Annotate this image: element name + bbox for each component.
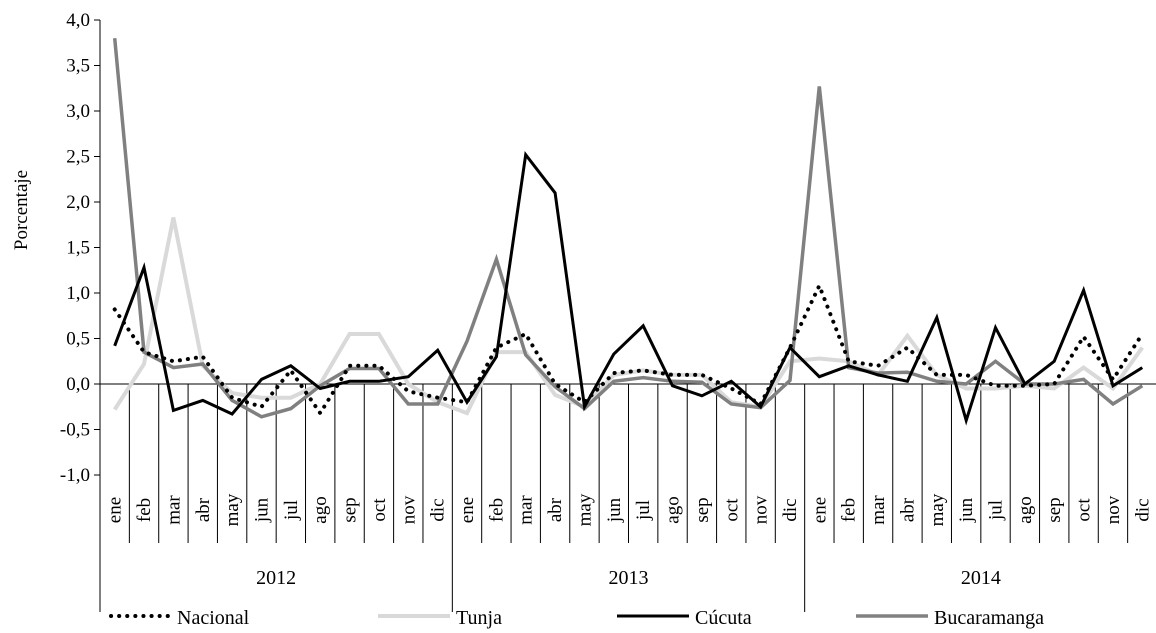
x-tick-label: may	[222, 493, 243, 526]
x-tick-label: nov	[398, 495, 419, 524]
x-tick-label: ago	[1015, 496, 1036, 523]
x-tick-label: ene	[105, 497, 126, 523]
x-tick-label: may	[574, 493, 595, 526]
x-tick-label: feb	[134, 498, 155, 522]
x-tick-label: ene	[809, 497, 830, 523]
x-tick-label: abr	[897, 497, 918, 522]
legend-label: Nacional	[177, 607, 250, 629]
y-tick-label: 0,5	[66, 329, 90, 350]
year-label: 2013	[609, 567, 649, 589]
legend-label: Tunja	[456, 607, 502, 629]
series-line-bucaramanga	[112, 38, 1144, 419]
year-label: 2014	[961, 567, 1001, 589]
y-axis-label: Porcentaje	[11, 170, 32, 250]
x-tick-label: sep	[340, 497, 361, 522]
x-tick-label: jun	[251, 497, 272, 523]
x-tick-label: dic	[780, 498, 801, 521]
legend-label: Cúcuta	[695, 607, 752, 629]
x-tick-label: dic	[428, 498, 449, 521]
y-tick-label: 2,5	[66, 147, 90, 168]
year-label: 2012	[256, 567, 296, 589]
x-tick-label: jul	[281, 500, 302, 521]
y-tick-label: 4,0	[66, 10, 90, 31]
x-tick-label: oct	[369, 498, 390, 522]
x-tick-label: jun	[604, 497, 625, 523]
x-tick-label: mar	[516, 495, 537, 525]
x-tick-label: dic	[1132, 498, 1153, 521]
y-tick-label: 2,0	[66, 192, 90, 213]
x-tick-label: sep	[1044, 497, 1065, 522]
series-line-cucuta	[113, 150, 1144, 426]
y-tick-label: 3,5	[66, 56, 90, 77]
x-tick-label: oct	[1074, 498, 1095, 522]
x-tick-label: feb	[486, 498, 507, 522]
x-tick-label: jul	[986, 500, 1007, 521]
x-tick-label: mar	[868, 495, 889, 525]
y-tick-label: -0,5	[60, 420, 90, 441]
x-tick-label: ene	[457, 497, 478, 523]
y-axis: -1,0 -0,5 0,0 0,5 1,0 1,5 2,0 2,5 3,0 3,5 4,0	[60, 10, 101, 486]
x-tick-label: oct	[721, 498, 742, 522]
y-tick-label: -1,0	[60, 465, 90, 486]
y-tick-label: 1,5	[66, 238, 90, 259]
x-tick-label: sep	[692, 497, 713, 522]
series-layer	[112, 38, 1145, 426]
x-tick-label: abr	[193, 497, 214, 522]
x-tick-label: ago	[663, 496, 684, 523]
x-tick-label: jul	[633, 500, 654, 521]
legend-label: Bucaramanga	[934, 607, 1044, 629]
y-tick-label: 1,0	[66, 283, 90, 304]
x-tick-label: ago	[310, 496, 331, 523]
x-tick-label: abr	[545, 497, 566, 522]
x-tick-label: feb	[839, 498, 860, 522]
x-tick-label: may	[927, 493, 948, 526]
x-tick-label: nov	[751, 495, 772, 524]
series-line-tunja	[113, 217, 1144, 416]
y-tick-label: 3,0	[66, 101, 90, 122]
x-tick-label: nov	[1103, 495, 1124, 524]
legend: Nacional Tunja Cúcuta Bucaramanga	[109, 607, 1044, 629]
y-tick-label: 0,0	[66, 374, 90, 395]
x-tick-label: jun	[956, 497, 977, 523]
x-axis: ene feb mar abr may jun jul ago sep oct nov dic2012…	[99, 383, 1156, 612]
x-tick-label: mar	[163, 495, 184, 525]
